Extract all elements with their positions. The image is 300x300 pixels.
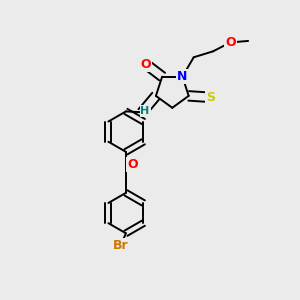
Text: Br: Br bbox=[113, 239, 128, 252]
Text: H: H bbox=[140, 106, 150, 116]
Text: O: O bbox=[225, 36, 236, 49]
Text: N: N bbox=[177, 70, 188, 83]
Text: S: S bbox=[206, 91, 215, 104]
Text: O: O bbox=[140, 58, 151, 70]
Text: O: O bbox=[127, 158, 138, 171]
